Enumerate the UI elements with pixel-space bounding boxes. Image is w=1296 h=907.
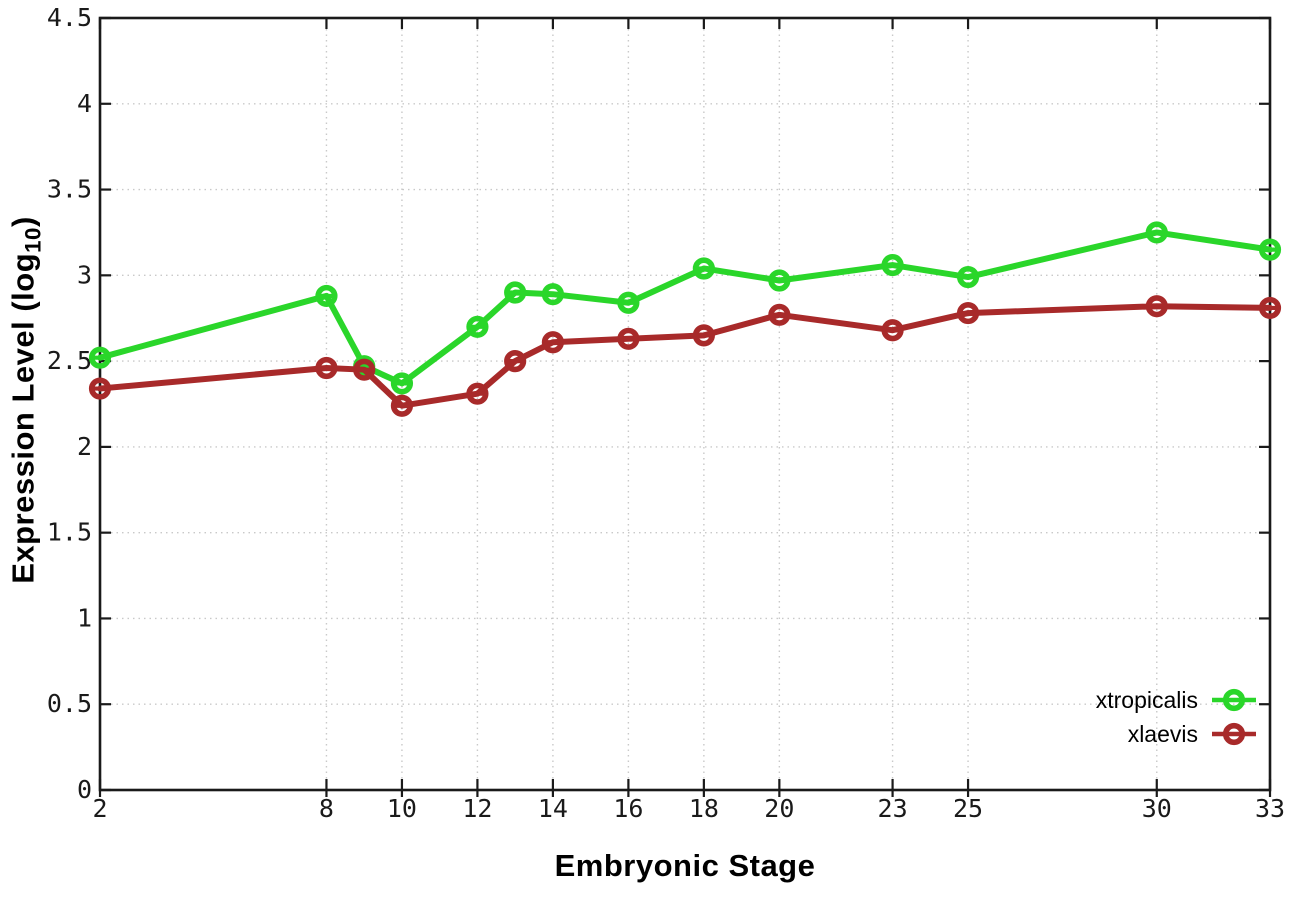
- svg-text:12: 12: [462, 794, 492, 823]
- svg-text:2: 2: [77, 432, 92, 461]
- y-axis-title: Expression Level (log10): [6, 216, 47, 584]
- svg-text:0.5: 0.5: [47, 689, 92, 718]
- svg-text:23: 23: [878, 794, 908, 823]
- svg-text:1.5: 1.5: [47, 518, 92, 547]
- svg-text:14: 14: [538, 794, 568, 823]
- x-axis-title: Embryonic Stage: [554, 848, 816, 883]
- xtropicalis-line-marker-icon: [1210, 686, 1258, 714]
- svg-text:2.5: 2.5: [47, 346, 92, 375]
- svg-text:0: 0: [77, 775, 92, 804]
- legend-label-xlaevis: xlaevis: [1127, 720, 1198, 747]
- y-axis-title-suffix: ): [5, 216, 41, 228]
- svg-text:25: 25: [953, 794, 983, 823]
- legend: xtropicalis xlaevis: [1096, 685, 1258, 749]
- svg-text:2: 2: [92, 794, 107, 823]
- legend-item-xtropicalis: xtropicalis: [1096, 685, 1258, 715]
- svg-text:3.5: 3.5: [47, 175, 92, 204]
- legend-label-xtropicalis: xtropicalis: [1095, 686, 1198, 713]
- y-axis-title-text: Expression Level (log: [5, 252, 41, 584]
- svg-text:3: 3: [77, 260, 92, 289]
- legend-item-xlaevis: xlaevis: [1128, 719, 1258, 749]
- svg-text:8: 8: [319, 794, 334, 823]
- xlaevis-line-marker-icon: [1210, 720, 1258, 748]
- svg-text:33: 33: [1255, 794, 1285, 823]
- svg-text:16: 16: [613, 794, 643, 823]
- y-axis-title-subscript: 10: [20, 227, 46, 253]
- svg-text:4: 4: [77, 89, 92, 118]
- svg-text:20: 20: [764, 794, 794, 823]
- svg-text:4.5: 4.5: [47, 3, 92, 32]
- svg-text:18: 18: [689, 794, 719, 823]
- svg-text:10: 10: [387, 794, 417, 823]
- svg-text:1: 1: [77, 603, 92, 632]
- svg-text:30: 30: [1142, 794, 1172, 823]
